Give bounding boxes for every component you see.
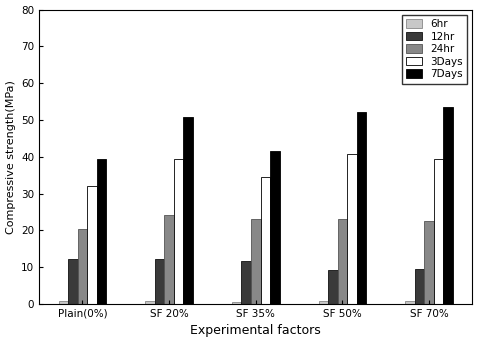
Bar	[184, 117, 193, 304]
Bar	[232, 302, 241, 304]
Bar	[155, 260, 164, 304]
Bar	[241, 261, 251, 304]
X-axis label: Experimental factors: Experimental factors	[190, 324, 321, 338]
Bar	[68, 259, 77, 304]
Bar	[424, 221, 434, 304]
Y-axis label: Compressive strength(MPa): Compressive strength(MPa)	[6, 80, 16, 234]
Legend: 6hr, 12hr, 24hr, 3Days, 7Days: 6hr, 12hr, 24hr, 3Days, 7Days	[402, 15, 467, 83]
Bar	[251, 220, 261, 304]
Bar	[97, 159, 106, 304]
Bar	[357, 112, 366, 304]
Bar	[347, 154, 357, 304]
Bar	[415, 269, 424, 304]
Bar	[270, 151, 280, 304]
Bar	[164, 215, 174, 304]
Bar	[59, 301, 68, 304]
Bar	[174, 158, 184, 304]
Bar	[434, 159, 444, 304]
Bar	[319, 301, 328, 304]
Bar	[405, 301, 415, 304]
Bar	[145, 301, 155, 304]
Bar	[261, 177, 270, 304]
Bar	[337, 220, 347, 304]
Bar	[444, 107, 453, 304]
Bar	[328, 270, 337, 304]
Bar	[77, 228, 87, 304]
Bar	[87, 186, 97, 304]
